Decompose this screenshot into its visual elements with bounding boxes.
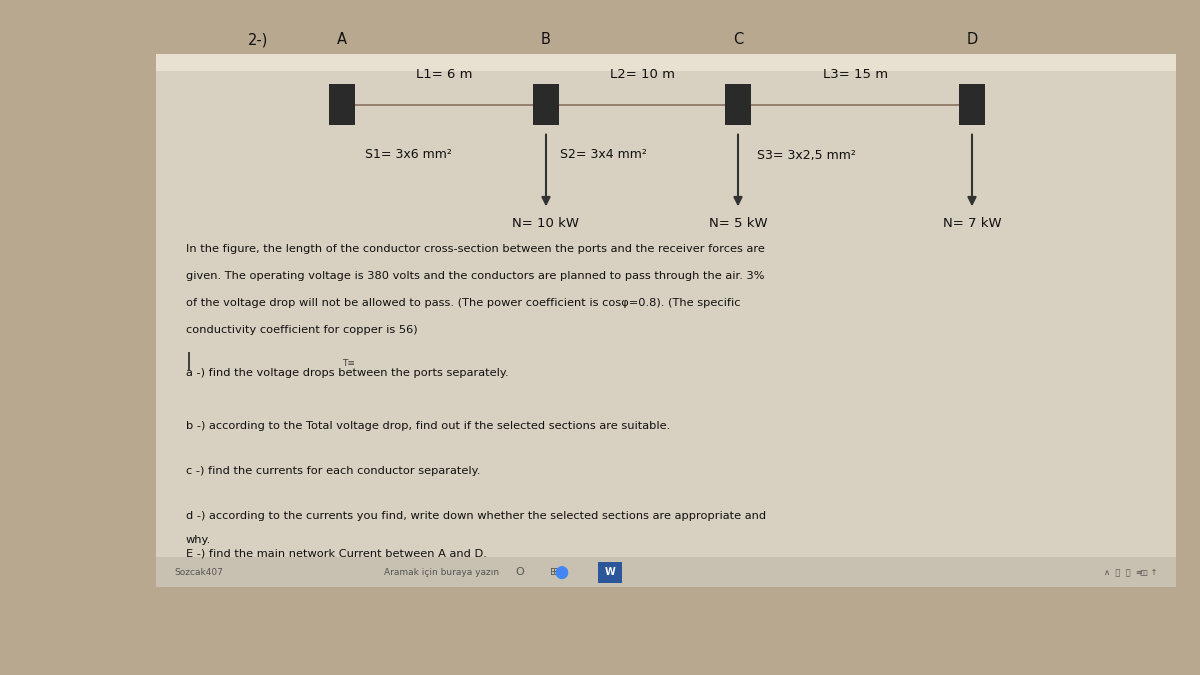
Text: N= 5 kW: N= 5 kW bbox=[709, 217, 767, 230]
Text: E -) find the main network Current between A and D.: E -) find the main network Current betwe… bbox=[186, 549, 487, 559]
Text: C: C bbox=[733, 32, 743, 47]
Text: a -) find the voltage drops between the ports separately.: a -) find the voltage drops between the … bbox=[186, 368, 509, 378]
Text: Aramak için buraya yazın: Aramak için buraya yazın bbox=[384, 568, 499, 577]
FancyBboxPatch shape bbox=[598, 562, 622, 583]
Text: S1= 3x6 mm²: S1= 3x6 mm² bbox=[365, 148, 451, 161]
Text: ◫ ↑: ◫ ↑ bbox=[1140, 568, 1158, 577]
Text: of the voltage drop will not be allowed to pass. (The power coefficient is cosφ=: of the voltage drop will not be allowed … bbox=[186, 298, 740, 308]
Text: T≡: T≡ bbox=[342, 359, 355, 368]
Text: D: D bbox=[966, 32, 978, 47]
Text: O: O bbox=[515, 568, 524, 577]
Text: ⬤: ⬤ bbox=[554, 566, 569, 579]
Text: why.: why. bbox=[186, 535, 211, 545]
Text: B: B bbox=[541, 32, 551, 47]
Polygon shape bbox=[156, 557, 1176, 587]
FancyBboxPatch shape bbox=[959, 84, 985, 125]
Text: d -) according to the currents you find, write down whether the selected section: d -) according to the currents you find,… bbox=[186, 511, 766, 521]
Text: |: | bbox=[186, 352, 192, 371]
Text: N= 7 kW: N= 7 kW bbox=[943, 217, 1001, 230]
Text: ⊞: ⊞ bbox=[550, 568, 559, 577]
Text: W: W bbox=[605, 568, 614, 577]
FancyBboxPatch shape bbox=[533, 84, 559, 125]
Text: b -) according to the Total voltage drop, find out if the selected sections are : b -) according to the Total voltage drop… bbox=[186, 421, 671, 431]
Text: L3= 15 m: L3= 15 m bbox=[823, 68, 888, 81]
Text: S3= 3x2,5 mm²: S3= 3x2,5 mm² bbox=[757, 148, 856, 161]
Text: ∧  ⓘ  ⓒ  ≡: ∧ ⓘ ⓒ ≡ bbox=[1104, 568, 1142, 577]
Text: L1= 6 m: L1= 6 m bbox=[415, 68, 473, 81]
FancyBboxPatch shape bbox=[725, 84, 751, 125]
Text: N= 10 kW: N= 10 kW bbox=[512, 217, 580, 230]
FancyBboxPatch shape bbox=[329, 84, 355, 125]
Text: A: A bbox=[337, 32, 347, 47]
Polygon shape bbox=[156, 71, 1176, 587]
Text: given. The operating voltage is 380 volts and the conductors are planned to pass: given. The operating voltage is 380 volt… bbox=[186, 271, 764, 281]
Text: c -) find the currents for each conductor separately.: c -) find the currents for each conducto… bbox=[186, 466, 480, 476]
Text: conductivity coefficient for copper is 56): conductivity coefficient for copper is 5… bbox=[186, 325, 418, 335]
Text: S2= 3x4 mm²: S2= 3x4 mm² bbox=[560, 148, 647, 161]
Text: In the figure, the length of the conductor cross-section between the ports and t: In the figure, the length of the conduct… bbox=[186, 244, 764, 254]
Text: L2= 10 m: L2= 10 m bbox=[610, 68, 674, 81]
Polygon shape bbox=[156, 54, 1176, 587]
Text: Sozcak407: Sozcak407 bbox=[174, 568, 223, 577]
Text: 2-): 2-) bbox=[248, 32, 268, 47]
